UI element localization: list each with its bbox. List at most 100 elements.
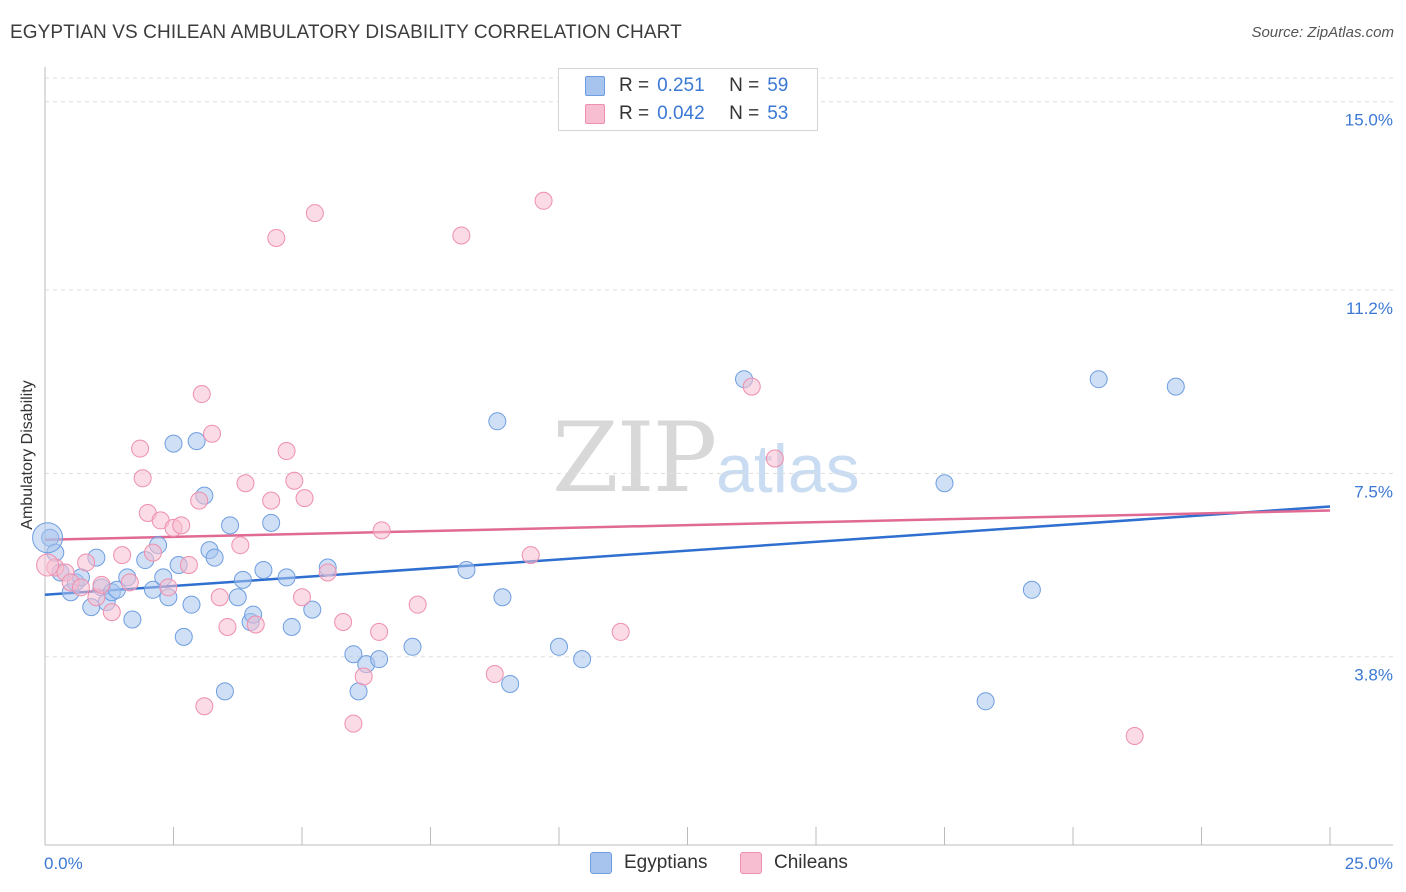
series-swatch-egyptians xyxy=(590,852,612,874)
point-chilean xyxy=(372,521,391,540)
trend-lines xyxy=(44,505,1331,596)
point-egyptian xyxy=(303,600,322,619)
point-chilean xyxy=(159,578,178,597)
point-chilean xyxy=(192,385,211,404)
point-egyptian xyxy=(1022,580,1041,599)
y-tick-label: 11.2% xyxy=(1346,299,1393,318)
trend-line-chileans xyxy=(44,509,1331,541)
x-tick-label: 25.0% xyxy=(1345,854,1393,873)
legend-r-label: R = xyxy=(619,103,650,124)
point-chilean xyxy=(195,697,214,716)
point-egyptian xyxy=(488,412,507,431)
point-egyptian xyxy=(976,692,995,711)
point-chilean xyxy=(246,615,265,634)
point-chilean xyxy=(611,622,630,641)
point-egyptian xyxy=(1089,370,1108,389)
point-egyptian xyxy=(233,570,252,589)
point-chilean xyxy=(113,546,132,565)
point-chilean xyxy=(71,578,90,597)
point-egyptian xyxy=(221,516,240,535)
point-egyptian xyxy=(370,650,389,669)
point-chilean xyxy=(190,491,209,510)
series-legend: Egyptians Chileans xyxy=(0,852,1406,876)
point-chilean xyxy=(92,575,111,594)
point-chilean xyxy=(179,556,198,575)
point-chilean xyxy=(133,469,152,488)
legend-r-value: 0.251 xyxy=(657,75,705,96)
tick-labels: 3.8% 7.5% 11.2% 15.0% 0.0% 25.0% xyxy=(44,111,1393,873)
y-tick-label: 3.8% xyxy=(1354,666,1393,685)
point-egyptian xyxy=(277,568,296,587)
legend-n-value: 59 xyxy=(767,75,789,96)
point-egyptian xyxy=(228,588,247,607)
legend-n-value: 53 xyxy=(767,103,789,124)
legend-r-value: 0.042 xyxy=(657,103,705,124)
point-egyptian xyxy=(174,627,193,646)
point-egyptian xyxy=(254,560,273,579)
point-chilean xyxy=(293,588,311,607)
gridlines xyxy=(45,77,1393,658)
point-egyptian xyxy=(493,588,512,607)
point-chilean xyxy=(408,595,427,614)
point-chilean xyxy=(521,546,540,565)
point-chilean xyxy=(131,439,150,458)
point-chilean xyxy=(277,442,296,461)
source-label: Source: ZipAtlas.com xyxy=(1251,24,1394,41)
legend-row-chileans: R = 0.042 N = 53 xyxy=(585,102,788,126)
point-egyptian xyxy=(1166,377,1185,396)
y-tick-label: 15.0% xyxy=(1345,111,1393,130)
point-chilean xyxy=(102,603,121,622)
point-chilean xyxy=(318,563,337,582)
point-chilean xyxy=(143,543,162,562)
point-egyptian xyxy=(187,432,206,451)
point-chilean xyxy=(295,489,314,508)
point-egyptian xyxy=(501,674,520,693)
point-egyptian xyxy=(935,474,954,493)
legend-row-egyptians: R = 0.251 N = 59 xyxy=(585,74,788,98)
chart-title: EGYPTIAN VS CHILEAN AMBULATORY DISABILIT… xyxy=(10,22,682,43)
point-chilean xyxy=(262,491,281,510)
point-egyptian xyxy=(123,610,142,629)
point-chilean xyxy=(210,588,229,607)
y-tick-label: 7.5% xyxy=(1354,482,1393,501)
point-egyptian xyxy=(403,637,422,656)
point-chilean xyxy=(267,228,286,247)
point-chilean xyxy=(285,471,304,490)
watermark-zip: ZIP xyxy=(552,402,717,514)
trend-line-egyptians xyxy=(44,505,1331,596)
point-egyptian xyxy=(344,645,363,664)
point-chilean xyxy=(485,665,504,684)
axes xyxy=(44,67,1393,846)
point-chilean xyxy=(218,617,237,636)
legend-n-label: N = xyxy=(729,103,760,124)
series-legend-egyptians[interactable]: Egyptians xyxy=(590,852,707,874)
series-legend-chileans[interactable]: Chileans xyxy=(740,852,848,874)
point-chilean xyxy=(1125,726,1144,745)
point-chilean-large xyxy=(36,553,60,577)
series-label-chileans: Chileans xyxy=(774,852,848,873)
correlation-legend: R = 0.251 N = 59 R = 0.042 N = 53 xyxy=(558,68,818,131)
x-tick-label: 0.0% xyxy=(44,854,83,873)
point-chilean xyxy=(452,226,471,245)
point-chilean xyxy=(534,191,553,210)
point-egyptian xyxy=(550,637,568,656)
point-chilean xyxy=(172,516,191,535)
series-label-egyptians: Egyptians xyxy=(624,852,708,873)
point-chilean xyxy=(236,474,255,493)
point-egyptian xyxy=(282,617,301,636)
point-egyptian xyxy=(205,548,224,567)
point-chilean xyxy=(334,613,353,632)
point-egyptian xyxy=(573,650,592,669)
point-chilean xyxy=(120,573,139,592)
point-egyptian-large xyxy=(32,522,64,554)
point-chilean xyxy=(765,449,784,468)
point-chilean xyxy=(370,622,389,641)
point-chilean xyxy=(305,204,324,223)
legend-swatch-chileans xyxy=(585,104,605,124)
point-chilean xyxy=(742,377,761,396)
legend-n-label: N = xyxy=(729,75,760,96)
data-points xyxy=(32,191,1185,745)
point-chilean xyxy=(344,714,363,733)
point-egyptian xyxy=(164,434,183,453)
